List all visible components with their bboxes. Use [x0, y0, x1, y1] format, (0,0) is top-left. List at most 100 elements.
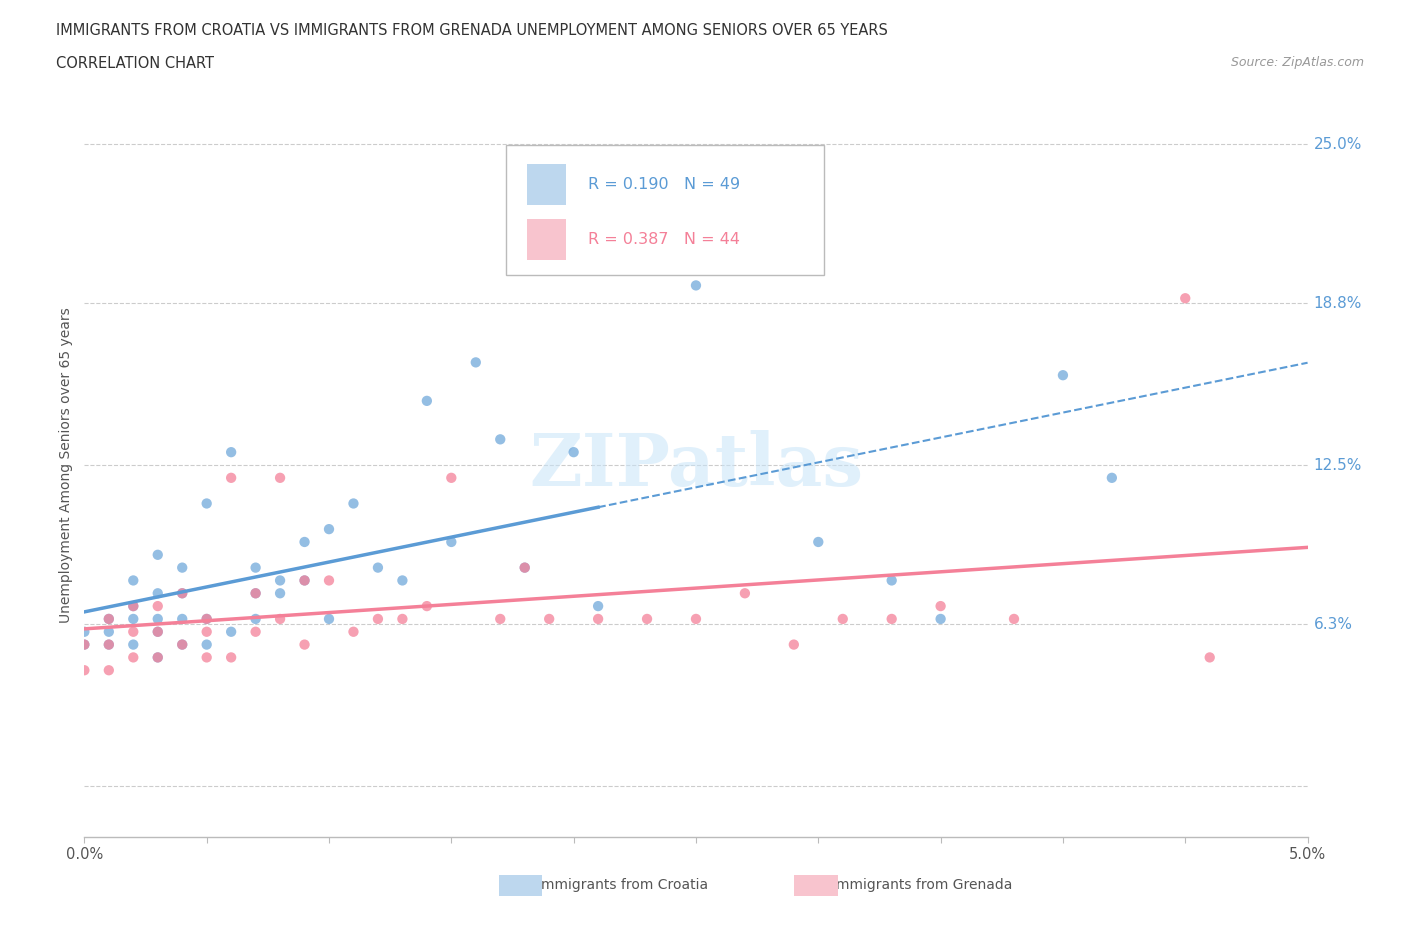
- Point: [146, 586, 169, 601]
- Text: Immigrants from Grenada: Immigrants from Grenada: [832, 878, 1012, 893]
- Point: [219, 445, 242, 459]
- Point: [1101, 471, 1123, 485]
- Point: [929, 599, 952, 614]
- Point: [318, 573, 340, 588]
- Point: [391, 573, 413, 588]
- Text: CORRELATION CHART: CORRELATION CHART: [56, 56, 214, 71]
- Point: [831, 612, 853, 627]
- Point: [245, 624, 267, 639]
- Point: [73, 624, 96, 639]
- Point: [294, 573, 316, 588]
- Point: [269, 573, 291, 588]
- Text: ZIPatlas: ZIPatlas: [529, 430, 863, 500]
- Point: [342, 624, 364, 639]
- Point: [440, 535, 463, 550]
- Point: [416, 599, 439, 614]
- Point: [1174, 291, 1197, 306]
- Point: [146, 599, 169, 614]
- Point: [122, 637, 145, 652]
- Point: [269, 471, 291, 485]
- Point: [464, 355, 486, 370]
- Point: [807, 535, 830, 550]
- Point: [929, 612, 952, 627]
- Point: [195, 650, 218, 665]
- Point: [172, 637, 194, 652]
- Point: [219, 471, 242, 485]
- Point: [146, 650, 169, 665]
- Point: [294, 573, 316, 588]
- Point: [122, 612, 145, 627]
- Point: [880, 573, 903, 588]
- Point: [146, 612, 169, 627]
- Point: [122, 650, 145, 665]
- Point: [146, 624, 169, 639]
- FancyBboxPatch shape: [506, 145, 824, 275]
- Point: [489, 612, 512, 627]
- Point: [97, 612, 120, 627]
- Point: [489, 432, 512, 446]
- Point: [219, 624, 242, 639]
- Point: [880, 612, 903, 627]
- Point: [636, 612, 658, 627]
- Point: [172, 586, 194, 601]
- Point: [122, 599, 145, 614]
- Point: [73, 663, 96, 678]
- Point: [1052, 367, 1074, 382]
- Point: [122, 599, 145, 614]
- Text: R = 0.190   N = 49: R = 0.190 N = 49: [588, 177, 741, 192]
- Text: 6.3%: 6.3%: [1313, 617, 1353, 631]
- Point: [195, 612, 218, 627]
- Point: [685, 612, 707, 627]
- Point: [685, 278, 707, 293]
- Y-axis label: Unemployment Among Seniors over 65 years: Unemployment Among Seniors over 65 years: [59, 307, 73, 623]
- Point: [318, 522, 340, 537]
- Text: IMMIGRANTS FROM CROATIA VS IMMIGRANTS FROM GRENADA UNEMPLOYMENT AMONG SENIORS OV: IMMIGRANTS FROM CROATIA VS IMMIGRANTS FR…: [56, 23, 889, 38]
- Point: [172, 560, 194, 575]
- Point: [245, 586, 267, 601]
- Point: [391, 612, 413, 627]
- Point: [146, 548, 169, 563]
- Point: [172, 637, 194, 652]
- Text: Source: ZipAtlas.com: Source: ZipAtlas.com: [1230, 56, 1364, 69]
- Point: [513, 560, 536, 575]
- Point: [783, 637, 806, 652]
- Point: [416, 393, 439, 408]
- Point: [1002, 612, 1025, 627]
- Point: [97, 637, 120, 652]
- Point: [318, 612, 340, 627]
- Point: [195, 612, 218, 627]
- Point: [195, 637, 218, 652]
- Point: [734, 586, 756, 601]
- Point: [219, 650, 242, 665]
- Point: [122, 624, 145, 639]
- Point: [586, 599, 609, 614]
- Point: [342, 496, 364, 511]
- Point: [195, 624, 218, 639]
- Point: [269, 586, 291, 601]
- Point: [172, 612, 194, 627]
- Point: [97, 663, 120, 678]
- Point: [146, 624, 169, 639]
- Bar: [527, 164, 567, 205]
- Point: [734, 240, 756, 255]
- Point: [146, 650, 169, 665]
- Text: 25.0%: 25.0%: [1313, 137, 1362, 152]
- Point: [562, 445, 585, 459]
- Point: [97, 612, 120, 627]
- Point: [245, 560, 267, 575]
- Point: [513, 560, 536, 575]
- Point: [172, 586, 194, 601]
- Text: 12.5%: 12.5%: [1313, 458, 1362, 472]
- Point: [73, 637, 96, 652]
- Point: [245, 612, 267, 627]
- Point: [440, 471, 463, 485]
- Point: [245, 586, 267, 601]
- Point: [367, 612, 389, 627]
- Point: [97, 624, 120, 639]
- Text: Immigrants from Croatia: Immigrants from Croatia: [537, 878, 709, 893]
- Point: [195, 496, 218, 511]
- Bar: [527, 219, 567, 260]
- Point: [294, 535, 316, 550]
- Point: [122, 573, 145, 588]
- Point: [73, 637, 96, 652]
